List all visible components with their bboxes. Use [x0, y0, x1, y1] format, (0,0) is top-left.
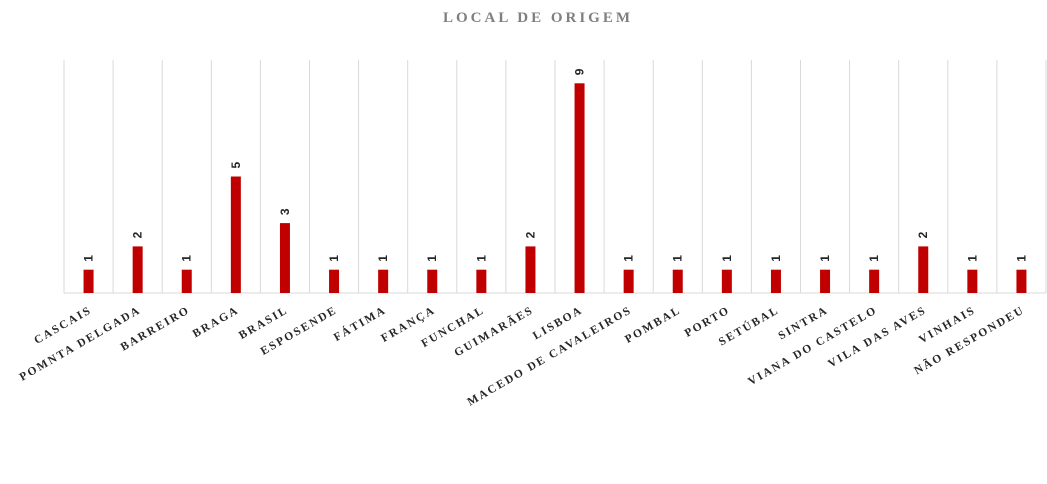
- data-label: 1: [180, 255, 194, 262]
- chart-title: LOCAL DE ORIGEM: [443, 10, 633, 26]
- data-label: 1: [818, 255, 832, 262]
- data-label: 2: [131, 231, 145, 238]
- x-tick-label: BRAGA: [191, 304, 242, 340]
- bar: [721, 269, 732, 293]
- data-label: 1: [769, 255, 783, 262]
- data-label: 1: [1014, 255, 1028, 262]
- data-label: 1: [474, 255, 488, 262]
- bar: [329, 269, 340, 293]
- x-tick-label: POMBAL: [623, 304, 683, 346]
- bar: [378, 269, 389, 293]
- data-label: 1: [622, 255, 636, 262]
- data-label: 1: [965, 255, 979, 262]
- bar: [181, 269, 192, 293]
- data-label: 9: [573, 68, 587, 75]
- bar: [1016, 269, 1027, 293]
- x-tick-label: MACEDO DE CAVALEIROS: [465, 304, 634, 408]
- bar: [869, 269, 880, 293]
- data-label: 3: [278, 208, 292, 215]
- bar: [574, 83, 585, 293]
- data-label: 1: [425, 255, 439, 262]
- bar: [672, 269, 683, 293]
- bar: [525, 246, 536, 293]
- data-label: 1: [867, 255, 881, 262]
- bar: [279, 223, 290, 293]
- bar: [918, 246, 929, 293]
- x-tick-label: GUIMARÃES: [451, 302, 536, 359]
- data-label: 1: [376, 255, 390, 262]
- bar: [132, 246, 143, 293]
- data-label: 1: [671, 255, 685, 262]
- bar: [770, 269, 781, 293]
- bar: [967, 269, 978, 293]
- data-label: 2: [523, 231, 537, 238]
- data-label: 1: [327, 255, 341, 262]
- data-label: 5: [229, 162, 243, 169]
- data-label: 1: [720, 255, 734, 262]
- x-tick-label: FÁTIMA: [331, 302, 389, 343]
- data-label: 2: [916, 231, 930, 238]
- bar: [476, 269, 487, 293]
- bar: [820, 269, 831, 293]
- bar: [427, 269, 438, 293]
- data-label: 1: [82, 255, 96, 262]
- bar: [83, 269, 94, 293]
- bar: [230, 176, 241, 293]
- bar: [623, 269, 634, 293]
